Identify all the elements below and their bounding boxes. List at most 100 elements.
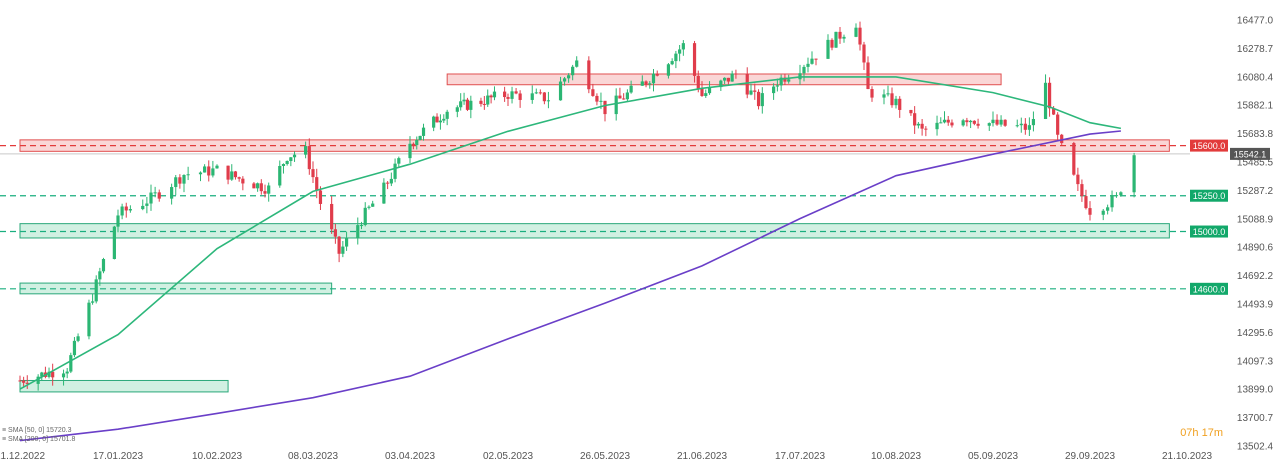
candle-body-139 [749,90,753,95]
sma-200-line [19,130,1121,442]
candle-body-151 [810,58,814,64]
x-tick-label-8: 17.07.2023 [775,451,825,462]
candle-body-190 [1023,123,1027,130]
candle-body-133 [719,80,723,88]
y-tick-label-10: 14493.9 [1237,300,1273,311]
candle-body-82 [445,111,449,119]
candle-body-73 [408,143,412,159]
current-price-label: 15542.1 [1234,149,1267,159]
y-tick-label-1: 16278.7 [1237,44,1273,55]
candle-body-114 [618,95,622,99]
candle-body-19 [116,215,120,227]
candle-body-119 [644,81,648,85]
candle-body-195 [1052,108,1056,115]
x-tick-label-9: 10.08.2023 [871,451,921,462]
candle-body-43 [252,183,256,189]
candle-body-162 [870,89,874,98]
candle-body-177 [950,122,954,126]
candle-body-115 [622,98,626,100]
candle-body-100 [538,92,542,94]
candle-body-146 [783,77,787,82]
candle-body-186 [999,119,1003,125]
candle-body-16 [98,271,102,280]
candle-body-167 [898,98,902,110]
candle-body-106 [571,66,575,76]
candle-body-197 [1060,134,1064,144]
candle-body-156 [838,31,842,39]
y-tick-label-13: 13899.0 [1237,385,1273,396]
candle-countdown: 07h 17m [1180,427,1223,439]
candle-body-184 [991,119,995,124]
candle-body-9 [65,371,69,374]
candle-body-53 [304,146,308,155]
candle-body-72 [397,158,401,164]
candle-body-91 [489,95,493,98]
candle-body-206 [1114,195,1119,197]
candle-body-74 [411,143,415,146]
candle-body-147 [787,79,791,82]
candle-body-11 [72,340,77,356]
candle-body-175 [942,119,947,123]
candle-body-13 [87,302,91,337]
candle-body-180 [969,120,973,123]
candle-body-59 [333,229,337,237]
candle-body-41 [237,177,241,179]
candle-body-108 [587,60,591,90]
candle-body-135 [726,77,730,82]
candle-body-39 [230,171,234,180]
candle-body-132 [707,87,712,94]
candle-body-40 [233,171,238,178]
candle-body-48 [278,166,282,186]
candle-body-153 [826,39,830,59]
candle-body-52 [292,154,297,158]
level-badge-1 [1190,189,1228,202]
candle-body-67 [371,203,375,207]
candle-body-66 [367,206,371,208]
candle-body-145 [779,77,783,86]
candle-body-127 [681,43,685,50]
candle-body-34 [203,166,207,173]
candle-body-76 [418,135,422,140]
candle-body-112 [603,100,607,115]
candle-body-23 [141,205,145,210]
zone-support-2 [19,223,1170,239]
y-tick-label-9: 14692.2 [1237,271,1273,282]
candle-body-121 [651,73,656,84]
y-tick-label-0: 16477.0 [1237,16,1273,27]
candle-body-25 [149,192,153,204]
candle-body-24 [145,203,149,206]
x-tick-label-7: 21.06.2023 [677,451,727,462]
candle-body-46 [263,191,267,194]
candle-body-124 [670,61,674,65]
candle-body-164 [886,93,890,95]
candle-body-29 [174,177,178,188]
candle-body-86 [465,99,470,110]
candle-body-150 [806,63,810,67]
candle-body-183 [987,123,991,126]
candle-body-60 [337,236,341,254]
zone-support-4 [19,379,229,393]
candle-body-51 [289,157,293,161]
candle-body-17 [101,259,106,272]
candle-body-157 [842,36,846,39]
candle-body-171 [920,123,924,129]
candle-body-174 [939,122,943,124]
candle-body-140 [753,90,757,92]
y-tick-label-8: 14890.6 [1237,243,1273,254]
y-tick-label-12: 14097.3 [1237,356,1273,367]
candle-body-116 [625,92,629,100]
candle-body-96 [514,91,518,94]
candle-body-50 [285,160,289,165]
candle-body-36 [211,168,215,176]
candle-body-170 [916,123,920,126]
candle-body-194 [1047,82,1052,109]
candle-body-129 [696,75,700,89]
candle-body-31 [182,174,186,184]
candle-body-143 [772,86,776,94]
candle-body-15 [94,279,98,302]
candle-body-28 [170,187,174,199]
candle-body-199 [1076,174,1080,185]
candle-body-4 [40,372,44,377]
